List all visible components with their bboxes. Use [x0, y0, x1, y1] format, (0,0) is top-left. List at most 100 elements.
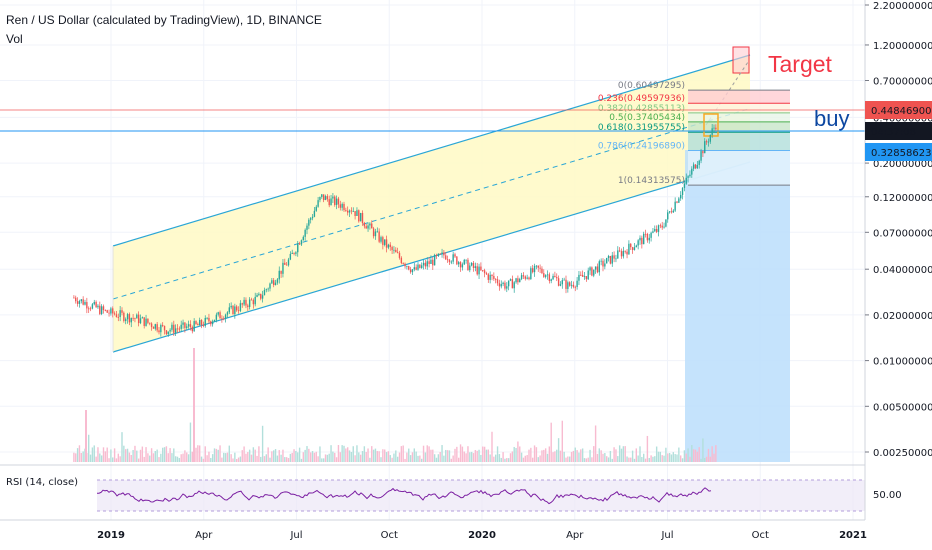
volume-bar — [197, 445, 199, 462]
volume-bar — [78, 445, 81, 462]
volume-bar — [604, 453, 606, 462]
volume-bar — [515, 447, 517, 462]
volume-bar — [711, 446, 713, 462]
price-badge — [865, 101, 932, 119]
candle-body — [404, 263, 406, 267]
candle-body — [524, 276, 526, 279]
volume-bar — [495, 454, 497, 462]
channel-upper — [112, 54, 751, 247]
parallel-channel[interactable] — [112, 46, 751, 353]
volume-bar — [493, 456, 495, 462]
candle-body — [450, 261, 452, 263]
candle-body — [187, 324, 190, 327]
candle-body — [376, 231, 378, 233]
volume-bar — [587, 457, 589, 462]
candle-body — [650, 232, 652, 238]
volume-bar — [304, 449, 306, 462]
fib-level-label: 0.236(0.49597936) — [598, 94, 685, 104]
candle-body — [681, 187, 684, 195]
volume-bar — [470, 451, 473, 462]
volume-bar — [556, 449, 558, 462]
volume-bar — [232, 458, 234, 462]
candle-body — [252, 300, 255, 305]
fib-zone — [688, 121, 790, 133]
volume-bar — [567, 456, 569, 462]
candle-body — [324, 196, 327, 201]
rsi-panel[interactable] — [0, 464, 865, 521]
candle-body — [498, 283, 501, 287]
candle-body — [506, 286, 508, 289]
candle-body — [356, 210, 358, 216]
volume-bar — [406, 452, 408, 462]
candle-body — [250, 299, 253, 301]
candle-body — [657, 225, 660, 232]
volume-bar — [76, 448, 79, 462]
volume-bar — [637, 455, 639, 462]
candle-body — [99, 305, 101, 314]
volume-bar — [689, 456, 691, 462]
volume-bar — [670, 454, 673, 462]
volume-bar — [243, 446, 245, 462]
price-tick-label: 0.70000000 — [873, 76, 932, 87]
candle-body — [82, 299, 84, 305]
candle-body — [284, 262, 286, 265]
volume-bar — [163, 447, 166, 462]
volume-bar — [613, 447, 615, 462]
volume-bar — [456, 446, 458, 462]
candle-body — [162, 325, 164, 326]
symbol-title[interactable]: Ren / US Dollar (calculated by TradingVi… — [6, 13, 322, 27]
candle-body — [174, 328, 177, 333]
candle-body — [707, 141, 710, 143]
volume-bar — [271, 451, 273, 462]
volume-bar — [472, 453, 475, 462]
price-badge — [865, 143, 932, 161]
volume-bar — [261, 425, 264, 462]
fib-zone — [688, 112, 790, 122]
candle-body — [452, 254, 454, 262]
volume-label[interactable]: Vol — [6, 32, 23, 46]
volume-bar — [376, 451, 378, 462]
fib-zone — [688, 103, 790, 113]
volume-bar — [509, 453, 512, 462]
candle-body — [297, 243, 299, 253]
candle-body — [432, 259, 434, 266]
candle-body — [293, 252, 295, 254]
candle-body — [317, 200, 319, 207]
horizontal-lines[interactable] — [0, 109, 865, 132]
volume-bar — [552, 452, 554, 462]
volume-bar — [430, 449, 432, 462]
volume-bar — [330, 445, 332, 462]
volume-bar — [189, 422, 192, 462]
volume-bar — [687, 448, 689, 462]
candle-body — [395, 249, 397, 253]
candle-body — [552, 275, 554, 280]
projection-box[interactable] — [685, 150, 790, 462]
candle-body — [156, 324, 158, 331]
volume-bar — [561, 420, 563, 462]
channel-fill — [113, 55, 750, 352]
volume-bar — [685, 453, 687, 462]
time-label: Apr — [195, 530, 213, 541]
candle-body — [267, 288, 269, 290]
candle-body — [665, 219, 667, 227]
volume-bar — [635, 448, 637, 462]
volume-bar — [300, 458, 303, 462]
candle-body — [448, 259, 451, 263]
candle-body — [652, 231, 654, 233]
candle-body — [406, 266, 408, 267]
volume-bar — [254, 449, 256, 462]
price-tick-label: 0.12000000 — [873, 193, 932, 204]
candle-body — [685, 177, 687, 184]
volume-bar — [80, 452, 82, 462]
volume-bar — [273, 450, 275, 462]
volume-bar — [150, 448, 153, 462]
volume-bar — [607, 457, 610, 462]
fib-zone — [688, 150, 790, 186]
volume-bar — [598, 448, 600, 462]
candle-body — [337, 198, 340, 205]
candle-body — [704, 141, 706, 154]
volume-bar — [100, 455, 103, 462]
volume-bar — [526, 455, 528, 462]
fib-retracement[interactable]: 0(0.60497295) 0.236(0.49597936)0.382(0.42… — [598, 81, 790, 186]
